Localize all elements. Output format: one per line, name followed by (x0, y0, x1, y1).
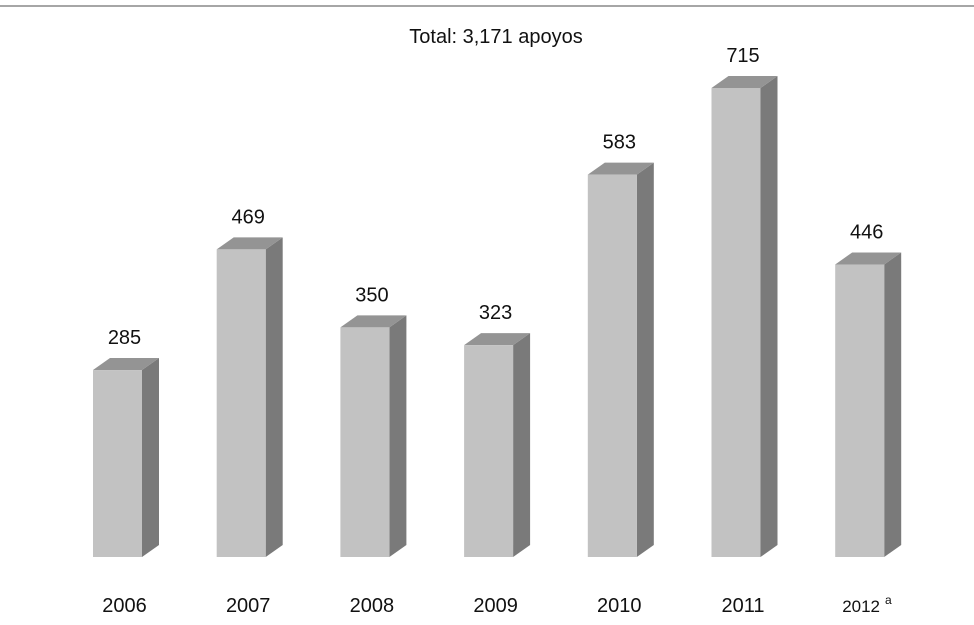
bar-front (340, 327, 390, 557)
bar-front (216, 249, 266, 557)
bar-top (216, 237, 283, 250)
bar-2006 (93, 358, 159, 557)
category-footnote-2012: a (885, 593, 892, 607)
category-label-2006: 2006 (102, 595, 147, 617)
bar-top (340, 315, 407, 328)
data-label-2011: 715 (726, 45, 759, 67)
labels-layer: 285 2006 469 2007 350 2008 323 2009 583 2010 715 20… (102, 45, 892, 617)
bar-top (464, 333, 531, 346)
data-label-2010: 583 (603, 132, 636, 154)
bar-2011 (711, 76, 778, 557)
bar-front (93, 370, 142, 557)
category-label-2012: 2012 a (842, 593, 892, 616)
data-label-2008: 350 (355, 284, 388, 306)
bar-top (587, 162, 654, 175)
bar-2007 (216, 237, 283, 557)
bar-side (513, 333, 531, 557)
bar-side (636, 162, 654, 558)
bar-2010 (587, 162, 654, 558)
category-label-2009: 2009 (473, 595, 518, 617)
bar-side (389, 315, 407, 557)
bar-side (760, 76, 778, 557)
bar-front (587, 174, 637, 558)
bar-top (93, 358, 159, 371)
bar-side (265, 237, 283, 557)
bar-front (464, 345, 514, 557)
data-label-2007: 469 (232, 206, 265, 228)
category-label-2007: 2007 (226, 595, 271, 617)
bar-2012 (835, 252, 902, 557)
bars-layer (93, 76, 902, 558)
category-label-2008: 2008 (350, 595, 395, 617)
chart-subtitle: Total: 3,171 apoyos (409, 26, 582, 48)
bar-side (142, 358, 159, 557)
bar-2008 (340, 315, 407, 557)
bar-front (711, 88, 761, 557)
bar-front (835, 264, 885, 557)
data-label-2012: 446 (850, 221, 883, 243)
category-label-2010: 2010 (597, 595, 642, 617)
data-label-2009: 323 (479, 302, 512, 324)
category-label-2011: 2011 (721, 595, 764, 617)
bar-2009 (464, 333, 531, 557)
bar-top (711, 76, 778, 88)
data-label-2006: 285 (108, 327, 141, 349)
bar-side (884, 252, 902, 557)
bar-top (835, 252, 902, 265)
